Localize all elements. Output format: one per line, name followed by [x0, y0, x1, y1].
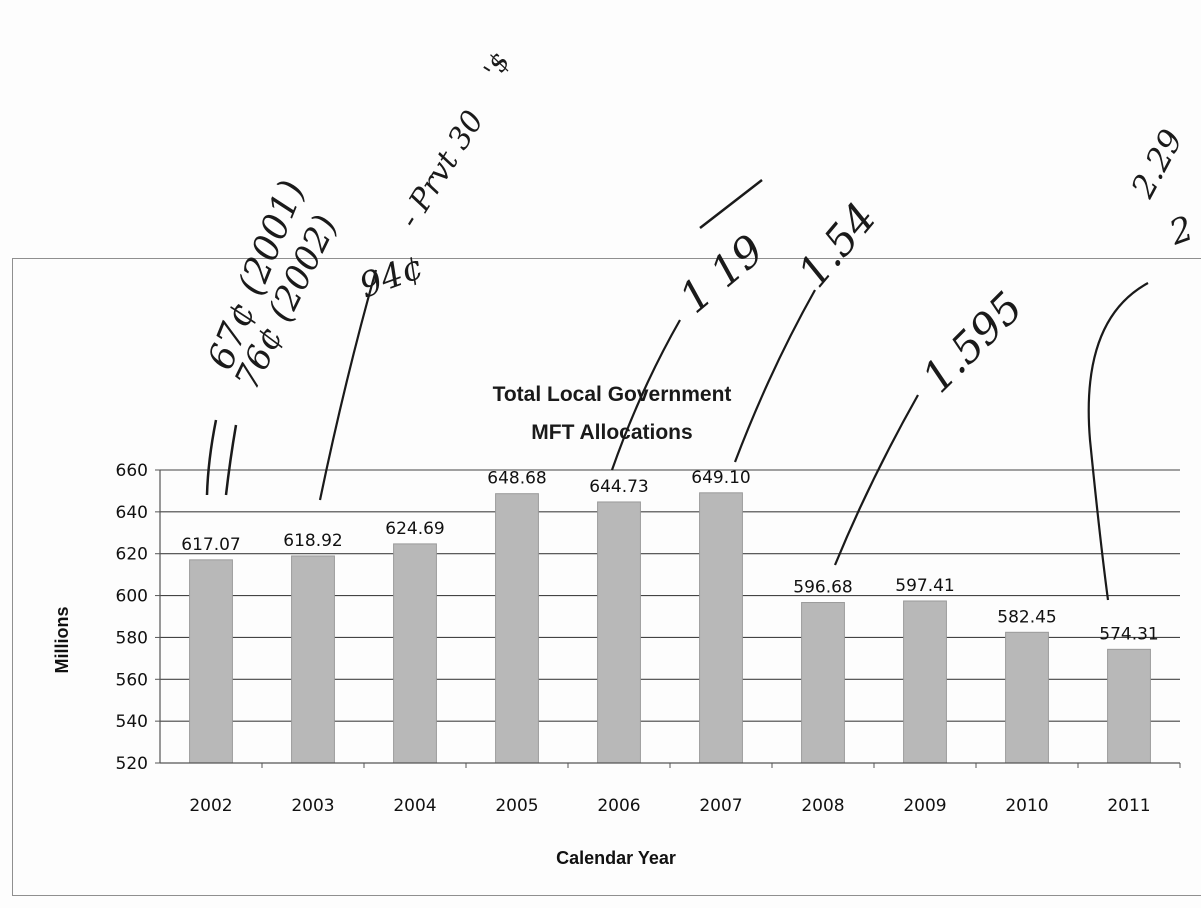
y-tick-label-540: 540 [116, 712, 148, 732]
y-tick-label-620: 620 [116, 545, 148, 565]
data-label-2005: 648.68 [487, 469, 546, 489]
annotation-2002-c: - Prvt 30 [392, 105, 491, 235]
data-label-2008: 596.68 [793, 578, 852, 598]
x-tick-label-2011: 2011 [1107, 796, 1150, 816]
bar-2003 [291, 555, 335, 764]
data-labels: 617.07 618.92 624.69 648.68 644.73 649.10 596.… [181, 468, 1158, 645]
bar-2004 [393, 543, 437, 764]
x-tick-label-2009: 2009 [903, 796, 946, 816]
bar-2005 [495, 493, 539, 764]
y-tick-label-560: 560 [116, 670, 148, 690]
chart-frame [12, 258, 1201, 896]
chart-title-line-1: Total Local Government [493, 383, 732, 406]
annotation-stroke-2002 [205, 419, 218, 496]
data-label-2009: 597.41 [895, 576, 954, 596]
y-tick-label-580: 580 [116, 628, 148, 648]
annotation-2008: 1.595 [912, 282, 1032, 402]
annotation-2006: 1 19 [670, 225, 773, 323]
bar-2006 [597, 501, 641, 764]
bars [189, 492, 1151, 764]
annotation-stroke-2007 [733, 289, 816, 463]
annotation-stroke-2002b [224, 424, 238, 496]
x-axis-ticks: 2002 2003 2004 2005 2006 2007 2008 2009 2010 2011 [189, 763, 1181, 816]
data-label-2007: 649.10 [691, 468, 750, 488]
annotation-underline-2006 [699, 179, 763, 229]
y-axis-title: Millions [52, 607, 72, 674]
data-label-2002: 617.07 [181, 535, 240, 555]
x-tick-label-2010: 2010 [1005, 796, 1048, 816]
annotation-2011-a: 2.29 [1123, 123, 1190, 205]
x-tick-label-2003: 2003 [291, 796, 334, 816]
bar-2002 [189, 559, 233, 764]
annotation-stroke-2006 [610, 319, 681, 471]
y-tick-label-640: 640 [116, 503, 148, 523]
annotation-stroke-2008 [833, 394, 919, 566]
annotation-2003: 94¢ [354, 247, 429, 307]
bar-2009 [903, 600, 947, 764]
x-tick-label-2002: 2002 [189, 796, 232, 816]
y-tick-label-520: 520 [116, 754, 148, 774]
annotation-2011-b: 2 [1163, 208, 1198, 253]
data-label-2006: 644.73 [589, 477, 648, 497]
y-axis-ticks: 520 540 560 580 600 620 640 660 [116, 461, 160, 774]
y-tick-label-600: 600 [116, 587, 148, 607]
x-tick-label-2005: 2005 [495, 796, 538, 816]
x-axis-title: Calendar Year [556, 848, 676, 868]
bar-2008 [801, 602, 845, 764]
x-tick-label-2007: 2007 [699, 796, 742, 816]
data-label-2010: 582.45 [997, 607, 1056, 627]
x-tick-label-2004: 2004 [393, 796, 436, 816]
annotation-2002-d: '$ [478, 48, 516, 84]
data-label-2011: 574.31 [1099, 624, 1158, 644]
annotation-stroke-2011 [1087, 282, 1149, 601]
bar-2011 [1107, 648, 1151, 764]
y-tick-label-660: 660 [116, 461, 148, 481]
annotation-2007: 1.54 [788, 193, 886, 296]
chart-title-line-2: MFT Allocations [531, 421, 692, 444]
bar-2007 [699, 492, 743, 764]
x-tick-label-2008: 2008 [801, 796, 844, 816]
data-label-2004: 624.69 [385, 519, 444, 539]
bar-2010 [1005, 631, 1049, 764]
x-tick-label-2006: 2006 [597, 796, 640, 816]
annotation-stroke-2003 [318, 269, 378, 501]
data-label-2003: 618.92 [283, 531, 342, 551]
